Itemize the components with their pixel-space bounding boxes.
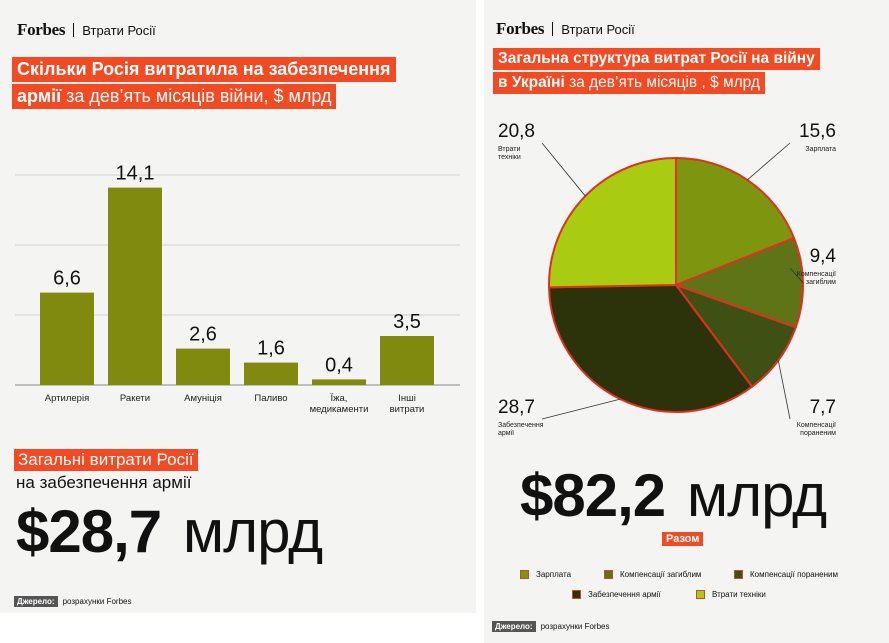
category-label-3: Паливо	[254, 393, 287, 404]
headline-bold-part: армії	[17, 86, 62, 106]
slice-value-label-2: 7,7	[810, 397, 836, 418]
pie-slice-1	[675, 237, 804, 329]
bar-value-label-3: 1,6	[257, 338, 285, 360]
leader-line-2	[777, 360, 791, 420]
bar-2	[176, 348, 230, 385]
legend-swatch-4	[696, 590, 705, 599]
category-label-0: Артилерія	[45, 393, 89, 404]
leader-line-0	[747, 142, 791, 181]
pie-chart: 15,6 Зарплата 9,4 Компенсації загиблим 7,7 Ком…	[498, 121, 837, 437]
legend-label-4: Втрати техніки	[712, 590, 766, 599]
category-label-5: Інші витрати	[390, 393, 425, 415]
slice-name-label-1: Компенсації загиблим	[797, 270, 836, 286]
legend-label-0: Зарплата	[536, 570, 572, 579]
legend-item-1: Компенсації загиблим	[604, 570, 701, 579]
total-amount: $28,7 млрд	[16, 502, 323, 562]
grand-total-tag-wrap: Разом	[662, 532, 704, 546]
legend-swatch-2	[734, 570, 743, 579]
slice-value-label-0: 15,6	[799, 121, 836, 142]
total-amount-value: $28,7	[16, 498, 162, 565]
bar-value-label-1: 14,1	[116, 163, 155, 185]
bar-value-label-5: 3,5	[393, 311, 421, 333]
section-label: Втрати Росії	[561, 21, 635, 37]
brand-divider	[73, 23, 75, 37]
category-label-4: Їжа, медикаменти	[310, 393, 369, 415]
category-label-1: Ракети	[120, 393, 150, 404]
slice-name-label-4: Втрати техніки	[498, 146, 521, 161]
source-note: Джерело: розрахунки Forbes	[14, 596, 131, 607]
bar-1	[108, 187, 162, 385]
legend-swatch-1	[604, 570, 613, 579]
headline-line-1: Загальна структура витрат Росії на війну	[493, 48, 820, 70]
total-block: Загальні витрати Росії на забезпечення а…	[14, 449, 198, 493]
leader-line-1	[789, 267, 804, 283]
pie-chart-headline: Загальна структура витрат Росії на війну…	[493, 48, 820, 96]
forbes-logo: Forbes	[496, 19, 545, 38]
left-infographic-panel: Forbes Втрати Росії Скільки Росія витрат…	[0, 0, 476, 613]
headline-line-2: в Україні за дев’ять місяців , $ млрд	[493, 72, 765, 94]
bar-chart: 6,6 Артилерія 14,1 Ракети 2,6 Амуніція 1,6 Пали…	[15, 163, 460, 415]
brand-header: Forbes Втрати Росії	[17, 20, 156, 40]
forbes-logo: Forbes	[17, 20, 66, 39]
slice-value-label-4: 20,8	[498, 121, 535, 142]
legend-label-1: Компенсації загиблим	[620, 570, 702, 579]
headline-light-part: за дев’ять місяців війни, $ млрд	[61, 86, 332, 106]
source-label: Джерело:	[492, 621, 536, 632]
grand-total-unit: млрд	[686, 462, 827, 529]
source-text: розрахунки Forbes	[540, 622, 610, 631]
total-subtitle: на забезпечення армії	[16, 473, 192, 492]
legend-item-3: Забезпечення армії	[572, 590, 661, 599]
leader-line-4	[541, 142, 586, 197]
legend-item-2: Компенсації пораненим	[734, 570, 838, 579]
bar-3	[244, 362, 298, 385]
source-text: розрахунки Forbes	[62, 597, 132, 606]
total-amount-unit: млрд	[182, 498, 323, 565]
legend-swatch-3	[572, 590, 581, 599]
source-note: Джерело: розрахунки Forbes	[492, 621, 609, 632]
bar-chart-headline: Скільки Росія витратила на забезпечення …	[12, 57, 396, 111]
bar-value-label-2: 2,6	[189, 324, 217, 346]
bar-0	[40, 292, 94, 385]
headline-bold-part: в Україні	[498, 74, 565, 91]
bar-5	[380, 336, 434, 385]
slice-name-label-0: Зарплата	[805, 146, 836, 153]
grand-total-tag: Разом	[662, 532, 704, 546]
source-label: Джерело:	[14, 596, 58, 607]
headline-light-part: за дев’ять місяців , $ млрд	[564, 74, 760, 91]
bar-value-label-4: 0,4	[325, 354, 353, 376]
legend-item-4: Втрати техніки	[696, 590, 766, 599]
section-label: Втрати Росії	[82, 22, 156, 38]
grand-total-value: $82,2	[520, 462, 666, 529]
slice-value-label-1: 9,4	[810, 246, 837, 267]
headline-line-2: армії за дев’ять місяців війни, $ млрд	[12, 84, 337, 109]
legend-item-0: Зарплата	[520, 570, 571, 579]
slice-name-label-3: Забезпечення армії	[498, 421, 544, 437]
legend-label-2: Компенсації пораненим	[750, 570, 838, 579]
total-tag: Загальні витрати Росії	[14, 449, 198, 471]
leader-line-3	[541, 398, 621, 420]
legend-label-3: Забезпечення армії	[588, 590, 661, 599]
brand-divider	[552, 22, 554, 36]
pie-slice-3	[548, 284, 754, 413]
headline-line-1: Скільки Росія витратила на забезпечення	[12, 57, 396, 82]
bar-value-label-0: 6,6	[53, 268, 81, 290]
bar-4	[312, 379, 366, 385]
grand-total-amount: $82,2 млрд	[520, 466, 827, 526]
pie-slice-4	[548, 157, 677, 289]
pie-slice-0	[675, 157, 796, 286]
slice-name-label-2: Компенсації пораненим	[797, 421, 836, 437]
right-infographic-panel: Forbes Втрати Росії Загальна структура в…	[484, 0, 889, 643]
legend-swatch-0	[520, 570, 529, 579]
slice-value-label-3: 28,7	[498, 397, 535, 418]
brand-header: Forbes Втрати Росії	[496, 19, 635, 39]
category-label-2: Амуніція	[184, 393, 222, 404]
